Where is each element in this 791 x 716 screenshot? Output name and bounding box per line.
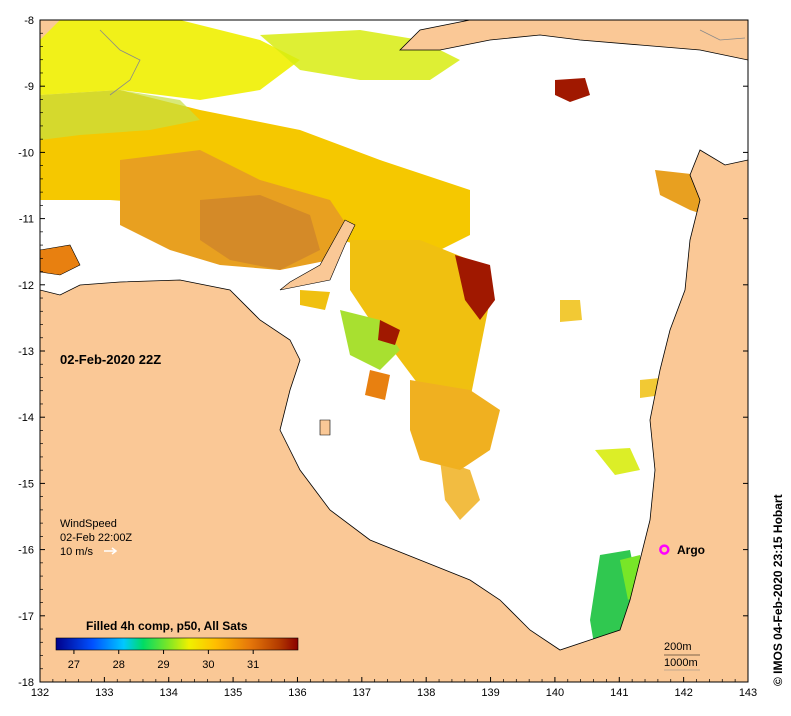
x-tick-label: 139 [481, 687, 499, 699]
x-tick-label: 141 [610, 687, 628, 699]
y-tick-label: -13 [18, 346, 34, 358]
y-tick-label: -15 [18, 478, 34, 490]
x-tick-label: 137 [353, 687, 371, 699]
x-tick-label: 136 [288, 687, 306, 699]
x-tick-label: 138 [417, 687, 435, 699]
y-tick-label: -12 [18, 280, 34, 292]
x-axis: 132 133 134 135 136 137 138 139 140 141 142 143 [31, 677, 757, 699]
x-tick-label: 132 [31, 687, 49, 699]
x-tick-label: 133 [95, 687, 113, 699]
colorbar-tick-label: 30 [202, 659, 214, 671]
y-tick-label: -9 [24, 81, 34, 93]
wind-label: WindSpeed [60, 518, 117, 530]
x-tick-label: 142 [674, 687, 692, 699]
colorbar [55, 637, 299, 651]
depth-1000m-label: 1000m [664, 657, 698, 669]
colorbar-tick-label: 27 [68, 659, 80, 671]
sst-patches [40, 20, 745, 650]
y-tick-label: -16 [18, 545, 34, 557]
colorbar-ticks: 27 28 29 30 31 [68, 650, 259, 671]
wind-scale: 10 m/s [60, 546, 94, 558]
x-tick-label: 143 [739, 687, 757, 699]
wind-arrow-icon [104, 547, 118, 555]
y-axis: -8 -9 -10 -11 -12 -13 -14 -15 -16 -17 -18 [18, 15, 748, 689]
colorbar-tick-label: 31 [247, 659, 259, 671]
x-tick-label: 140 [546, 687, 564, 699]
y-tick-label: -8 [24, 15, 34, 27]
argo-label: Argo [677, 543, 705, 557]
depth-200m-label: 200m [664, 641, 692, 653]
y-tick-label: -10 [18, 147, 34, 159]
wind-time: 02-Feb 22:00Z [60, 532, 132, 544]
y-tick-label: -17 [18, 611, 34, 623]
colorbar-tick-label: 29 [157, 659, 169, 671]
argo-icon [659, 544, 670, 555]
y-tick-label: -11 [19, 214, 34, 226]
argo-marker[interactable]: Argo [659, 543, 705, 557]
colorbar-title: Filled 4h comp, p50, All Sats [86, 619, 248, 633]
map-plot-area [40, 20, 748, 682]
copyright: © IMOS 04-Feb-2020 23:15 Hobart [771, 494, 785, 686]
colorbar-tick-label: 28 [113, 659, 125, 671]
x-tick-label: 134 [160, 687, 178, 699]
land [40, 20, 748, 682]
y-tick-label: -14 [18, 412, 34, 424]
y-tick-label: -18 [18, 677, 34, 689]
date-label: 02-Feb-2020 22Z [60, 352, 161, 367]
rivers [99, 29, 746, 96]
x-tick-label: 135 [224, 687, 242, 699]
